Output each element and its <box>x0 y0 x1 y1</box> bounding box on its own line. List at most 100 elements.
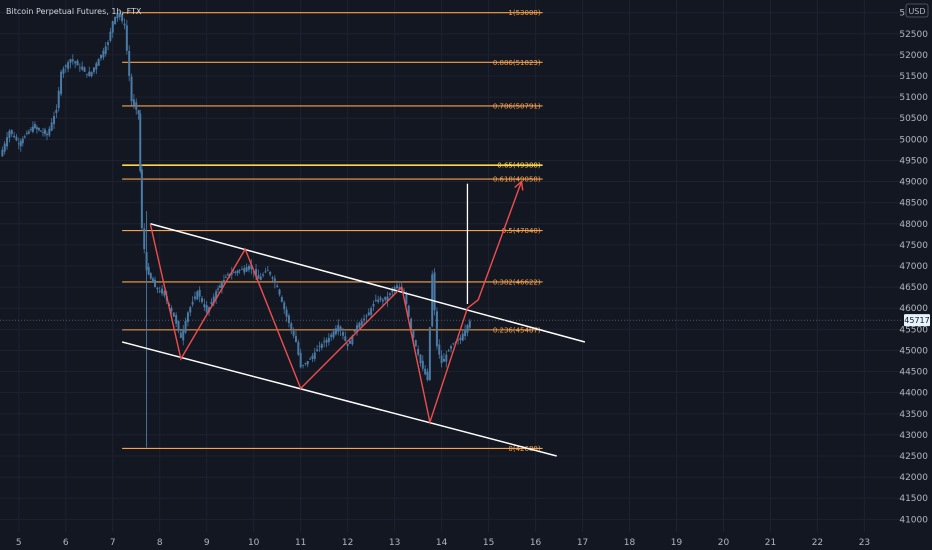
x-tick-label: 9 <box>204 538 210 548</box>
fib-level-label: 0.886(51823) <box>493 59 541 67</box>
candle-body <box>10 129 13 135</box>
currency-badge[interactable]: USD <box>905 3 929 18</box>
candle-body <box>210 301 213 305</box>
candle-body <box>391 290 394 293</box>
zigzag-pattern[interactable] <box>149 180 524 425</box>
candle-body <box>81 66 84 70</box>
candle-body <box>184 320 187 333</box>
candle-body <box>452 343 455 345</box>
fib-level-label: 0.786(50791) <box>493 102 541 110</box>
candle-body <box>414 339 417 347</box>
candle-body <box>243 268 246 273</box>
candle-body <box>3 143 6 152</box>
y-tick-label: 50000 <box>899 135 928 145</box>
currency-label: USD <box>908 7 925 16</box>
candle-body <box>457 339 460 341</box>
candle-body <box>179 332 182 338</box>
fib-level-label: 0.65(49388) <box>497 162 541 170</box>
candle-body <box>419 354 422 364</box>
candle-body <box>76 60 79 66</box>
candle-body <box>163 291 166 296</box>
candle-body <box>264 271 267 273</box>
candle-body <box>269 271 272 275</box>
candle-body <box>450 346 452 349</box>
candle-body <box>125 25 128 51</box>
candle-body <box>201 298 204 302</box>
candle-body <box>438 344 441 355</box>
x-tick-label: 19 <box>671 538 683 548</box>
candle-body <box>118 13 121 17</box>
candle-body <box>238 270 241 272</box>
candle-body <box>344 336 347 341</box>
candle-body <box>219 285 222 288</box>
y-tick-label: 46500 <box>899 283 928 293</box>
candle-body <box>1 149 4 157</box>
candle-body <box>116 12 119 19</box>
candle-body <box>21 138 24 144</box>
y-tick-label: 46000 <box>899 304 928 314</box>
x-tick-label: 8 <box>157 538 163 548</box>
candle-body <box>255 268 258 276</box>
candle-body <box>128 50 131 76</box>
candle-body <box>327 337 330 343</box>
candle-body <box>62 68 65 74</box>
candle-body <box>8 130 11 138</box>
candle-body <box>39 130 42 132</box>
y-tick-label: 47500 <box>899 241 928 251</box>
y-tick-label: 48500 <box>899 199 928 209</box>
candle-body <box>205 305 208 313</box>
candle-body <box>323 341 326 343</box>
candle-body <box>320 344 323 349</box>
candle-body <box>92 67 95 72</box>
candle-body <box>245 267 248 272</box>
candle-body <box>346 343 349 347</box>
candle-body <box>60 71 63 94</box>
y-tick-label: 49500 <box>899 156 928 166</box>
candle-body <box>23 136 26 138</box>
candle-body <box>57 90 60 109</box>
y-tick-label: 52000 <box>899 51 928 61</box>
channel-upper-line[interactable] <box>150 223 586 343</box>
candle-body <box>186 312 189 322</box>
fib-level-label: 0.5(47840) <box>502 227 541 235</box>
candle-body <box>417 348 420 355</box>
candle-body <box>137 110 140 114</box>
candle-body <box>196 291 199 300</box>
descending-channel[interactable] <box>121 183 586 457</box>
candle-body <box>464 329 467 337</box>
candle-body <box>412 330 415 338</box>
fib-retracement[interactable]: 1(53000) 0.886(51823) 0.786(50791) 0.65(493… <box>122 9 543 453</box>
candle-body <box>316 349 319 352</box>
candle-body <box>182 329 185 341</box>
candle-body <box>161 288 164 294</box>
fib-level-label: 0.382(46622) <box>493 278 541 286</box>
fib-level-label: 0.236(45487) <box>493 326 541 334</box>
candle-body <box>358 323 361 328</box>
candle-body <box>151 278 154 283</box>
x-tick-label: 11 <box>295 538 306 548</box>
candle-body <box>257 275 260 279</box>
candle-body <box>88 71 91 76</box>
candle-body <box>311 355 314 359</box>
candle-body <box>198 289 201 297</box>
candle-body <box>234 271 237 273</box>
candle-body <box>447 350 450 352</box>
y-tick-label: 45000 <box>899 346 928 356</box>
candle-body <box>294 335 297 342</box>
candle-body <box>384 296 387 300</box>
candle-body <box>100 54 103 59</box>
candle-body <box>341 332 344 336</box>
zigzag-path[interactable] <box>149 181 523 425</box>
channel-lower-line[interactable] <box>121 341 557 457</box>
candle-body <box>302 365 305 367</box>
candle-body <box>97 59 100 66</box>
candle-body <box>262 274 265 276</box>
current-price-badge[interactable] <box>904 314 930 327</box>
candle-body <box>306 361 309 365</box>
candle-body <box>468 320 471 328</box>
candle-body <box>111 21 114 33</box>
candle-body <box>224 277 227 279</box>
